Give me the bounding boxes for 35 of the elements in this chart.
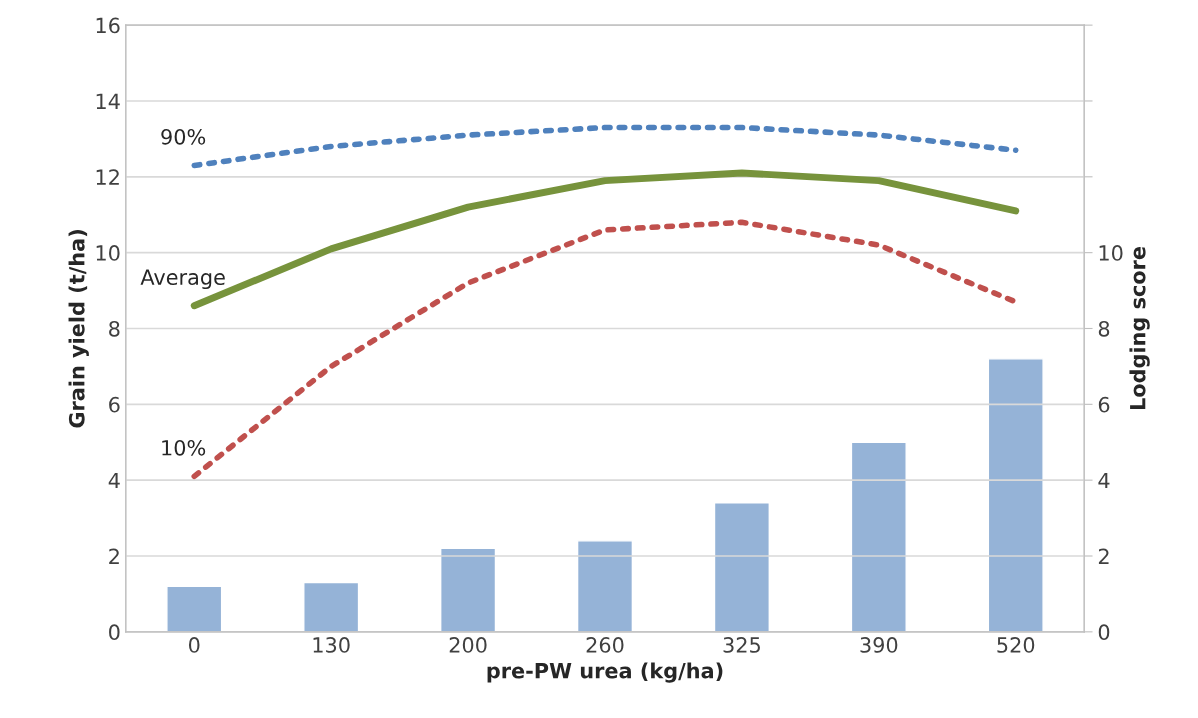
- bar: [713, 502, 770, 632]
- series-label: 90%: [161, 128, 206, 145]
- series-label: 10%: [162, 439, 206, 456]
- x-tick-label: 390: [860, 637, 898, 653]
- x-axis-title: pre-PW urea (kg/ha): [487, 662, 723, 683]
- x-tick-label: 0: [188, 637, 200, 653]
- x-tick-label: 520: [997, 637, 1035, 653]
- y2-axis-title: Lodging score: [1129, 246, 1150, 410]
- bar: [987, 358, 1044, 632]
- x-tick-label: 325: [723, 637, 760, 653]
- x-tick-label: 130: [313, 637, 350, 653]
- y-axis-title: Grain yield (t/ha): [68, 230, 89, 428]
- y-tick-label: 14: [96, 93, 120, 109]
- y-tick-label: 2: [109, 548, 119, 564]
- y2-tick-label: 4: [1098, 472, 1110, 489]
- y-tick-label: 12: [96, 169, 119, 185]
- bar: [850, 441, 907, 632]
- y-tick-label: 16: [96, 17, 120, 34]
- bar: [576, 540, 634, 632]
- y-tick-label: 10: [96, 245, 120, 261]
- x-tick-label: 260: [586, 637, 624, 653]
- y2-tick-label: 6: [1098, 396, 1110, 413]
- y-tick-label: 8: [109, 320, 120, 337]
- y-tick-label: 4: [108, 472, 120, 489]
- y2-tick-label: 2: [1098, 548, 1109, 564]
- y2-tick-label: 8: [1098, 320, 1110, 337]
- x-tick-label: 200: [449, 637, 487, 653]
- y-tick-label: 6: [109, 396, 120, 413]
- y-tick-label: 0: [109, 624, 120, 641]
- bar: [439, 547, 497, 632]
- y2-tick-label: 10: [1099, 245, 1123, 261]
- series-label: Average: [140, 269, 225, 290]
- bar: [303, 581, 360, 632]
- y2-tick-label: 0: [1098, 624, 1110, 641]
- bar: [166, 585, 223, 632]
